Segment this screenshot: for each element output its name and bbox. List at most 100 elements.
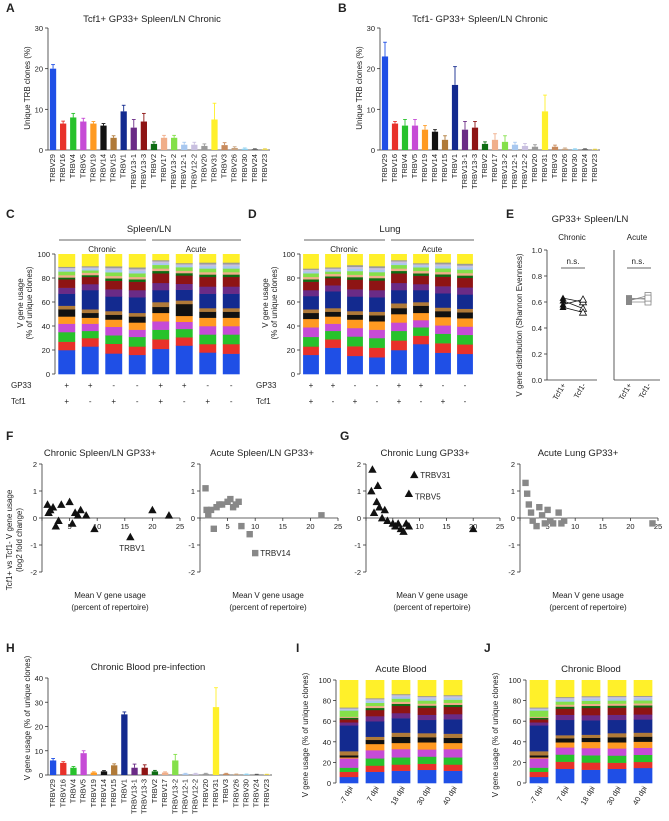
B-y-tick-label: 10 <box>367 105 375 114</box>
G2-y-tick-label: 2 <box>511 460 515 469</box>
I-segment-TRBV2 <box>417 705 437 708</box>
G1-point <box>469 524 478 533</box>
H-y-tick-label: 0 <box>39 771 43 780</box>
J-segment-TRBV13-2 <box>633 700 653 704</box>
D-segment-TRBV19 <box>391 314 407 323</box>
J-segment-TRBV17 <box>529 716 549 718</box>
I-x-tick-label: 18 dpi <box>389 784 407 806</box>
I-segment-TRBV20 <box>443 694 463 697</box>
C-segment-TRBV5 <box>152 321 170 330</box>
C-segment-TRBV4 <box>222 334 240 345</box>
C-gp33-sign: - <box>230 381 233 390</box>
G2-point <box>525 501 533 508</box>
I-segment-TRBV14 <box>339 755 359 758</box>
I-segment-TRBV20 <box>365 698 385 700</box>
I-segment-TRBV19 <box>365 743 385 751</box>
C-segment-TRBV17 <box>128 276 146 280</box>
E-y-tick-label: 0.2 <box>532 350 542 359</box>
D-gp33-sign: - <box>354 381 357 390</box>
D-segment-TRBV5 <box>369 329 385 339</box>
D-segment-TRBV17 <box>457 273 473 276</box>
I-segment-TRBV1 <box>417 719 437 734</box>
D-segment-TRBV13-1 <box>369 290 385 298</box>
J-segment-TRBV17 <box>581 703 601 707</box>
D-segment-TRBV5 <box>457 326 473 336</box>
A-bar-TRBV5 <box>80 121 87 150</box>
B-y-tick-label: 20 <box>367 65 375 74</box>
H-x-tick-label: TRBV4 <box>68 779 77 803</box>
A-bar-TRBV26 <box>231 147 238 150</box>
J-segment-TRBV12-1 <box>581 698 601 701</box>
D-segment-TRBV2 <box>391 270 407 274</box>
G2-point <box>544 506 551 514</box>
D-segment-TRBV29 <box>391 350 407 375</box>
panel-g-title-chronic: Chronic Lung GP33+ <box>381 448 470 459</box>
J-segment-TRBV16 <box>633 761 653 769</box>
H-y-tick-label: 10 <box>35 747 43 756</box>
C-segment-TRBV20 <box>152 260 170 262</box>
D-tcf1-sign: - <box>332 397 335 406</box>
D-segment-TRBV13-2 <box>435 268 451 273</box>
J-segment-TRBV4 <box>607 755 627 763</box>
A-bar-TRBV29 <box>49 68 57 150</box>
D-segment-TRBV13-2 <box>369 272 385 276</box>
I-segment-TRBV31 <box>339 680 359 708</box>
I-y-tick-label: 0 <box>327 779 331 788</box>
I-segment-TRBV12-1 <box>417 698 437 701</box>
J-segment-TRBV13-2 <box>581 700 601 704</box>
C-tcf1-sign: + <box>111 397 116 406</box>
D-segment-TRBV29 <box>435 352 451 375</box>
C-segment-TRBV16 <box>222 344 240 354</box>
I-segment-TRBV13-1 <box>365 716 385 722</box>
I-segment-TRBV29 <box>391 770 411 784</box>
F2-point <box>218 501 226 508</box>
J-segment-TRBV12-1 <box>529 709 549 711</box>
J-segment-TRBV13-2 <box>555 701 575 705</box>
I-segment-TRBV13-3 <box>391 705 411 714</box>
B-x-tick-label: TRBV15 <box>440 154 449 182</box>
H-x-tick-label: TRBV3 <box>221 779 230 803</box>
C-gp33-sign: - <box>112 381 115 390</box>
C-segment-TRBV16 <box>199 344 217 353</box>
D-segment-TRBV13-1 <box>325 285 341 292</box>
I-segment-TRBV31 <box>391 680 411 695</box>
D-segment-TRBV15 <box>391 303 407 309</box>
J-segment-TRBV12-2 <box>529 708 549 710</box>
D-segment-TRBV12-2 <box>303 269 319 272</box>
C-segment-TRBV17 <box>199 272 217 275</box>
D-gp33-sign: + <box>397 381 402 390</box>
E-chronic-tcf1neg-point <box>578 295 588 303</box>
C-segment-TRBV17 <box>105 275 123 279</box>
A-x-tick-label: TRBV16 <box>58 154 67 182</box>
D-segment-TRBV16 <box>303 346 319 356</box>
D-segment-TRBV5 <box>391 322 407 332</box>
F2-annotation-trbv14: TRBV14 <box>260 549 291 558</box>
D-segment-TRBV12-2 <box>457 265 473 268</box>
C-segment-TRBV4 <box>128 336 146 347</box>
I-segment-TRBV13-3 <box>443 706 463 715</box>
F2-x-tick-label: 5 <box>226 522 230 531</box>
E-chronic-tcf1pos-point <box>559 303 567 310</box>
D-segment-TRBV19 <box>303 318 319 328</box>
I-segment-TRBV16 <box>391 764 411 771</box>
D-segment-TRBV14 <box>369 315 385 322</box>
B-bar-TRBV26 <box>561 148 569 150</box>
B-x-tick-label: TRBV23 <box>590 154 599 182</box>
D-segment-TRBV31 <box>369 254 385 267</box>
I-segment-TRBV13-2 <box>391 698 411 702</box>
F2-point <box>318 512 325 519</box>
D-segment-TRBV1 <box>347 296 363 312</box>
I-segment-TRBV12-2 <box>339 708 359 710</box>
panel-c-ylabel2: (% of unique clones) <box>25 266 34 339</box>
H-bar-TRBV2 <box>151 771 159 775</box>
D-segment-TRBV13-3 <box>457 277 473 288</box>
D-segment-TRBV20 <box>347 264 363 268</box>
panel-a-ylabel: Unique TRB clones (%) <box>23 46 32 130</box>
I-segment-TRBV19 <box>417 742 437 750</box>
D-segment-TRBV31 <box>391 254 407 261</box>
D-segment-TRBV4 <box>391 330 407 341</box>
C-segment-TRBV13-3 <box>222 276 240 287</box>
J-segment-TRBV2 <box>555 706 575 709</box>
C-tcf1-sign: + <box>158 397 163 406</box>
